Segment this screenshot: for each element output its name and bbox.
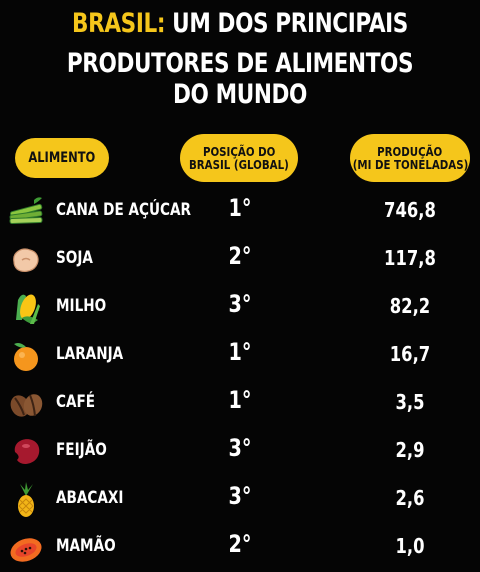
header-producao-line1: PRODUÇÃO: [377, 143, 443, 159]
food-name: MILHO: [56, 296, 107, 316]
header-posicao-line1: POSIÇÃO DO: [202, 143, 276, 159]
header-alimento: ALIMENTO: [15, 138, 109, 178]
header-posicao-line2: BRASIL (GLOBAL): [189, 157, 289, 172]
food-name: MAMÃO: [56, 536, 116, 556]
food-name: FEIJÃO: [56, 440, 107, 460]
table-row: LARANJA 1° 16,7: [0, 334, 480, 380]
header-producao: PRODUÇÃO (MI DE TONELADAS): [350, 134, 470, 182]
header-producao-line2: (MI DE TONELADAS): [352, 157, 468, 172]
corn-icon: [16, 294, 40, 324]
bean-icon: [14, 439, 40, 464]
header-alimento-label: ALIMENTO: [28, 149, 96, 166]
table-row: ABACAXI 3° 2,6: [0, 478, 480, 524]
production-value: 16,7: [389, 342, 431, 366]
table-row: SOJA 2° 117,8: [0, 238, 480, 284]
food-name: LARANJA: [56, 344, 124, 364]
sugarcane-icon: [9, 197, 43, 224]
title-line-2: PRODUTORES DE ALIMENTOS DO MUNDO: [66, 48, 414, 110]
table-row: MAMÃO 2° 1,0: [0, 526, 480, 572]
global-position: 3°: [228, 434, 252, 462]
table-row: CAFÉ 1° 3,5: [0, 382, 480, 428]
production-value: 1,0: [395, 534, 425, 558]
global-position: 3°: [228, 482, 252, 510]
production-value: 2,9: [395, 438, 425, 462]
global-position: 2°: [228, 530, 252, 558]
production-value: 117,8: [384, 246, 436, 270]
table-row: MILHO 3° 82,2: [0, 286, 480, 332]
header-posicao: POSIÇÃO DO BRASIL (GLOBAL): [180, 134, 298, 182]
food-name: SOJA: [56, 248, 93, 268]
pineapple-icon: [18, 482, 34, 517]
papaya-icon: [10, 538, 42, 562]
orange-icon: [14, 343, 38, 371]
coffee-bean-icon: [10, 394, 43, 417]
global-position: 1°: [228, 338, 252, 366]
production-value: 2,6: [395, 486, 425, 510]
table-row: FEIJÃO 3° 2,9: [0, 430, 480, 476]
title-line-1: BRASIL: UM DOS PRINCIPAIS: [48, 8, 432, 39]
soybean-icon: [13, 248, 39, 272]
global-position: 1°: [228, 386, 252, 414]
production-value: 746,8: [384, 198, 436, 222]
food-name: CANA DE AÇÚCAR: [56, 200, 191, 220]
title-accent: BRASIL:: [72, 8, 166, 39]
global-position: 1°: [228, 194, 252, 222]
global-position: 2°: [228, 242, 252, 270]
food-name: ABACAXI: [56, 488, 124, 508]
food-name: CAFÉ: [56, 392, 96, 412]
table-row: CANA DE AÇÚCAR 1° 746,8: [0, 190, 480, 236]
production-value: 3,5: [395, 390, 425, 414]
global-position: 3°: [228, 290, 252, 318]
production-value: 82,2: [389, 294, 431, 318]
title-rest: UM DOS PRINCIPAIS: [165, 8, 408, 39]
